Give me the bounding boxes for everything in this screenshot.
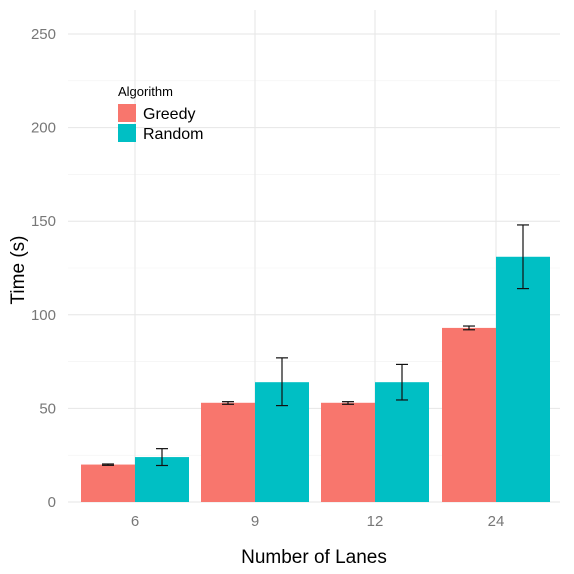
y-axis-ticks: 0 50 100 150 200 250: [31, 26, 56, 511]
y-tick-label: 50: [39, 400, 56, 417]
y-tick-label: 100: [31, 307, 56, 324]
x-tick-label: 6: [131, 513, 139, 530]
legend-swatch-random: [118, 124, 136, 142]
x-tick-label: 24: [488, 513, 505, 530]
bar-random-12: [375, 382, 429, 502]
x-axis-ticks: 6 9 12 24: [131, 513, 505, 530]
error-bar-greedy-9: [222, 401, 234, 405]
legend-title: Algorithm: [118, 84, 173, 99]
bar-greedy-24: [442, 327, 496, 502]
y-tick-label: 0: [48, 494, 56, 511]
error-bar-random-6: [156, 448, 168, 467]
bars: [81, 256, 550, 502]
y-tick-label: 150: [31, 213, 56, 230]
legend: Algorithm Greedy Random: [118, 84, 203, 143]
legend-label-greedy: Greedy: [143, 106, 195, 123]
error-bar-greedy-12: [342, 401, 354, 405]
x-tick-label: 12: [367, 513, 384, 530]
error-bar-greedy-24: [463, 325, 475, 331]
y-tick-label: 250: [31, 26, 56, 43]
error-bar-random-12: [396, 363, 408, 401]
legend-label-random: Random: [143, 126, 203, 143]
bar-greedy-6: [81, 464, 135, 502]
x-tick-label: 9: [251, 513, 259, 530]
bar-random-24: [496, 256, 550, 502]
error-bars: [102, 224, 529, 467]
x-axis-title: Number of Lanes: [241, 547, 387, 568]
y-axis-title: Time (s): [8, 236, 29, 305]
error-bar-random-24: [517, 224, 529, 290]
y-tick-label: 200: [31, 120, 56, 137]
bar-greedy-9: [201, 402, 255, 502]
error-bar-random-9: [276, 357, 288, 407]
bar-greedy-12: [321, 402, 375, 502]
legend-swatch-greedy: [118, 104, 136, 122]
error-bar-greedy-6: [102, 463, 114, 466]
